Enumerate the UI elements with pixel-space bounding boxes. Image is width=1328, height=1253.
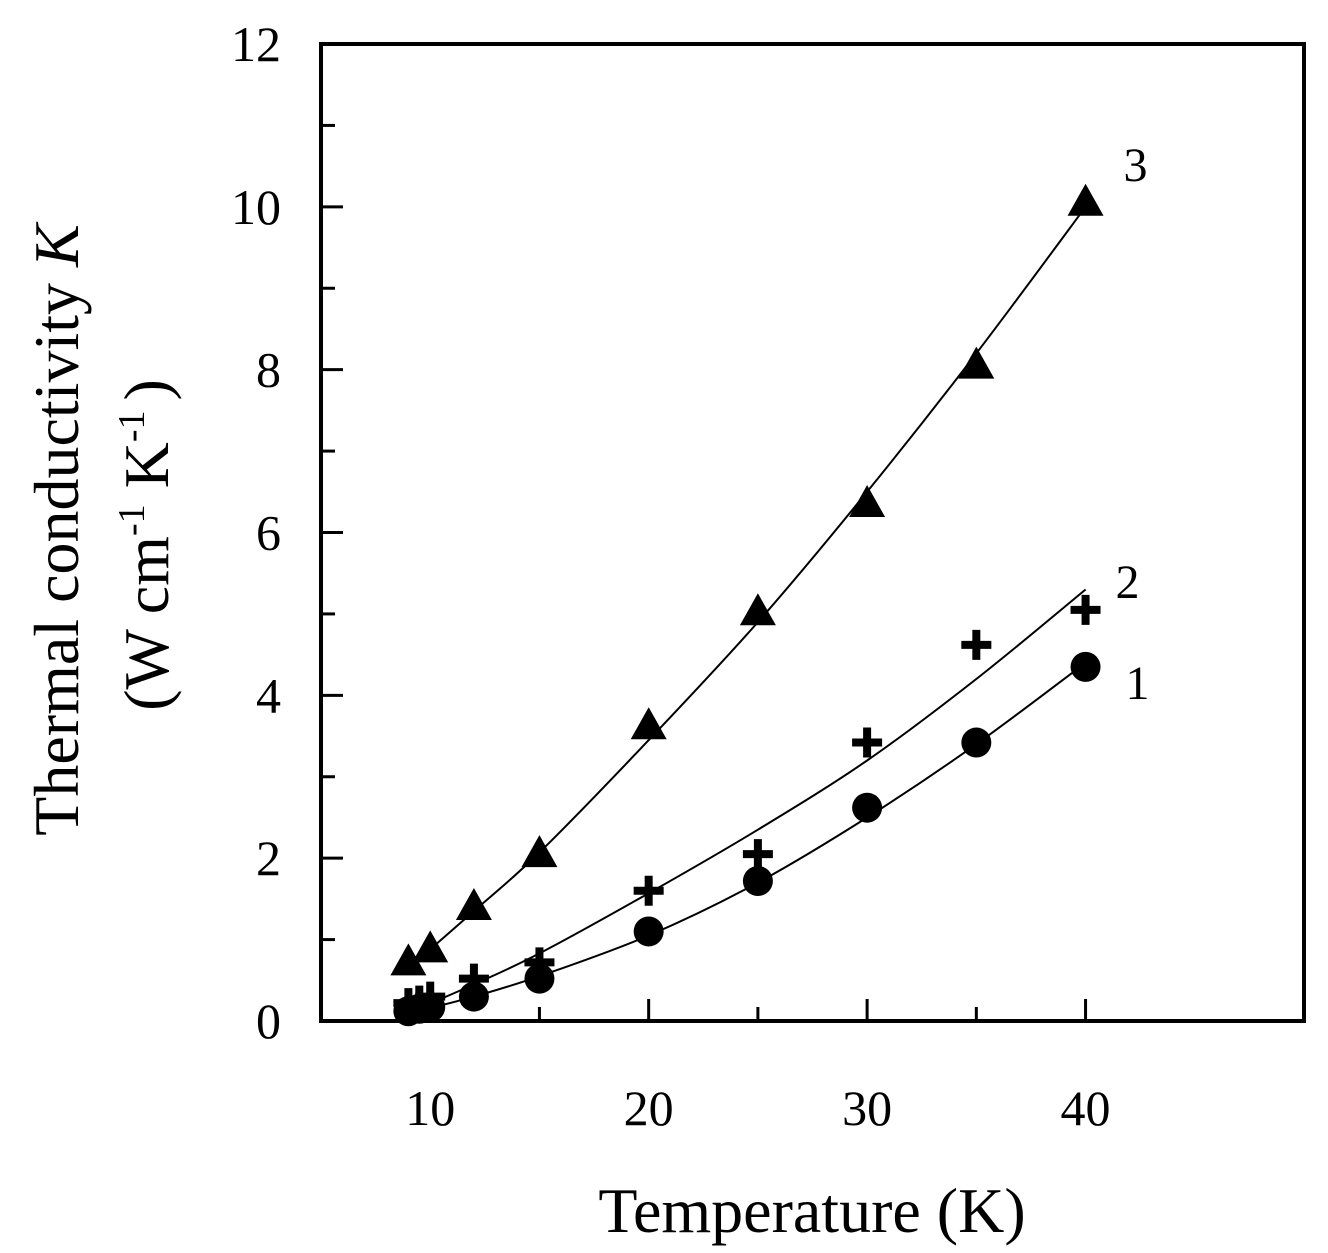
svg-text:(W cm-1 K-1): (W cm-1 K-1)	[111, 379, 182, 711]
point-series-1	[742, 865, 773, 896]
y-tick-label: 2	[256, 830, 281, 886]
y-axis-unit-open: (W cm	[111, 536, 182, 711]
point-series-1	[633, 916, 664, 947]
point-series-3	[849, 485, 886, 518]
point-series-2	[633, 875, 664, 906]
series-label-3: 3	[1124, 139, 1148, 192]
point-series-3	[455, 888, 492, 921]
fit-curve-series-2	[408, 588, 1087, 1010]
y-tick-label: 10	[231, 179, 281, 235]
series-labels: 1 2 3	[1116, 139, 1150, 710]
y-axis-unit-mid: K	[111, 442, 182, 504]
y-axis-title-symbol: K	[21, 221, 92, 268]
y-tick-label: 0	[256, 993, 281, 1049]
y-tick-label: 6	[256, 505, 281, 561]
point-series-3	[958, 346, 995, 379]
y-tick-label: 8	[256, 342, 281, 398]
point-series-1	[852, 792, 883, 823]
point-series-1	[458, 981, 489, 1012]
point-series-3	[1067, 183, 1104, 216]
point-series-3	[739, 593, 776, 626]
series-label-2: 2	[1116, 556, 1140, 609]
x-tick-label: 10	[405, 1080, 455, 1136]
svg-text:Thermal conductivity K: Thermal conductivity K	[21, 221, 92, 836]
point-series-2	[415, 981, 446, 1012]
y-axis-title-text: Thermal conductivity	[21, 267, 92, 836]
tick-labels: 0 2 4 6 8 10 12 10 20 30 40	[231, 16, 1111, 1136]
x-tick-label: 30	[842, 1080, 892, 1136]
point-series-3	[390, 943, 427, 976]
y-axis-unit-exp1: -1	[111, 504, 153, 536]
y-axis-unit-exp2: -1	[111, 411, 153, 443]
point-series-1	[1070, 651, 1101, 682]
point-series-2	[1070, 594, 1101, 625]
point-series-3	[521, 835, 558, 868]
x-tick-label: 20	[624, 1080, 674, 1136]
point-series-3	[630, 707, 667, 740]
point-series-2	[742, 839, 773, 870]
series-label-1: 1	[1126, 657, 1150, 710]
y-tick-label: 12	[231, 16, 281, 72]
point-series-2	[458, 963, 489, 994]
point-series-2	[524, 947, 555, 978]
y-axis-unit-close: )	[111, 379, 182, 400]
axis-ticks	[321, 42, 1088, 1023]
data-markers	[390, 183, 1104, 1027]
point-series-1	[961, 727, 992, 758]
y-tick-label: 4	[256, 667, 281, 723]
y-axis-title: Thermal conductivity K (W cm-1 K-1)	[21, 221, 182, 836]
x-tick-label: 40	[1061, 1080, 1111, 1136]
point-series-2	[961, 629, 992, 660]
plot-frame	[319, 42, 1306, 1023]
fit-curve-series-1	[408, 661, 1087, 1014]
point-series-2	[852, 727, 883, 758]
fit-curves	[407, 206, 1087, 1014]
point-series-1	[524, 963, 555, 994]
x-axis-title: Temperature (K)	[598, 1175, 1025, 1246]
point-series-3	[412, 930, 449, 963]
